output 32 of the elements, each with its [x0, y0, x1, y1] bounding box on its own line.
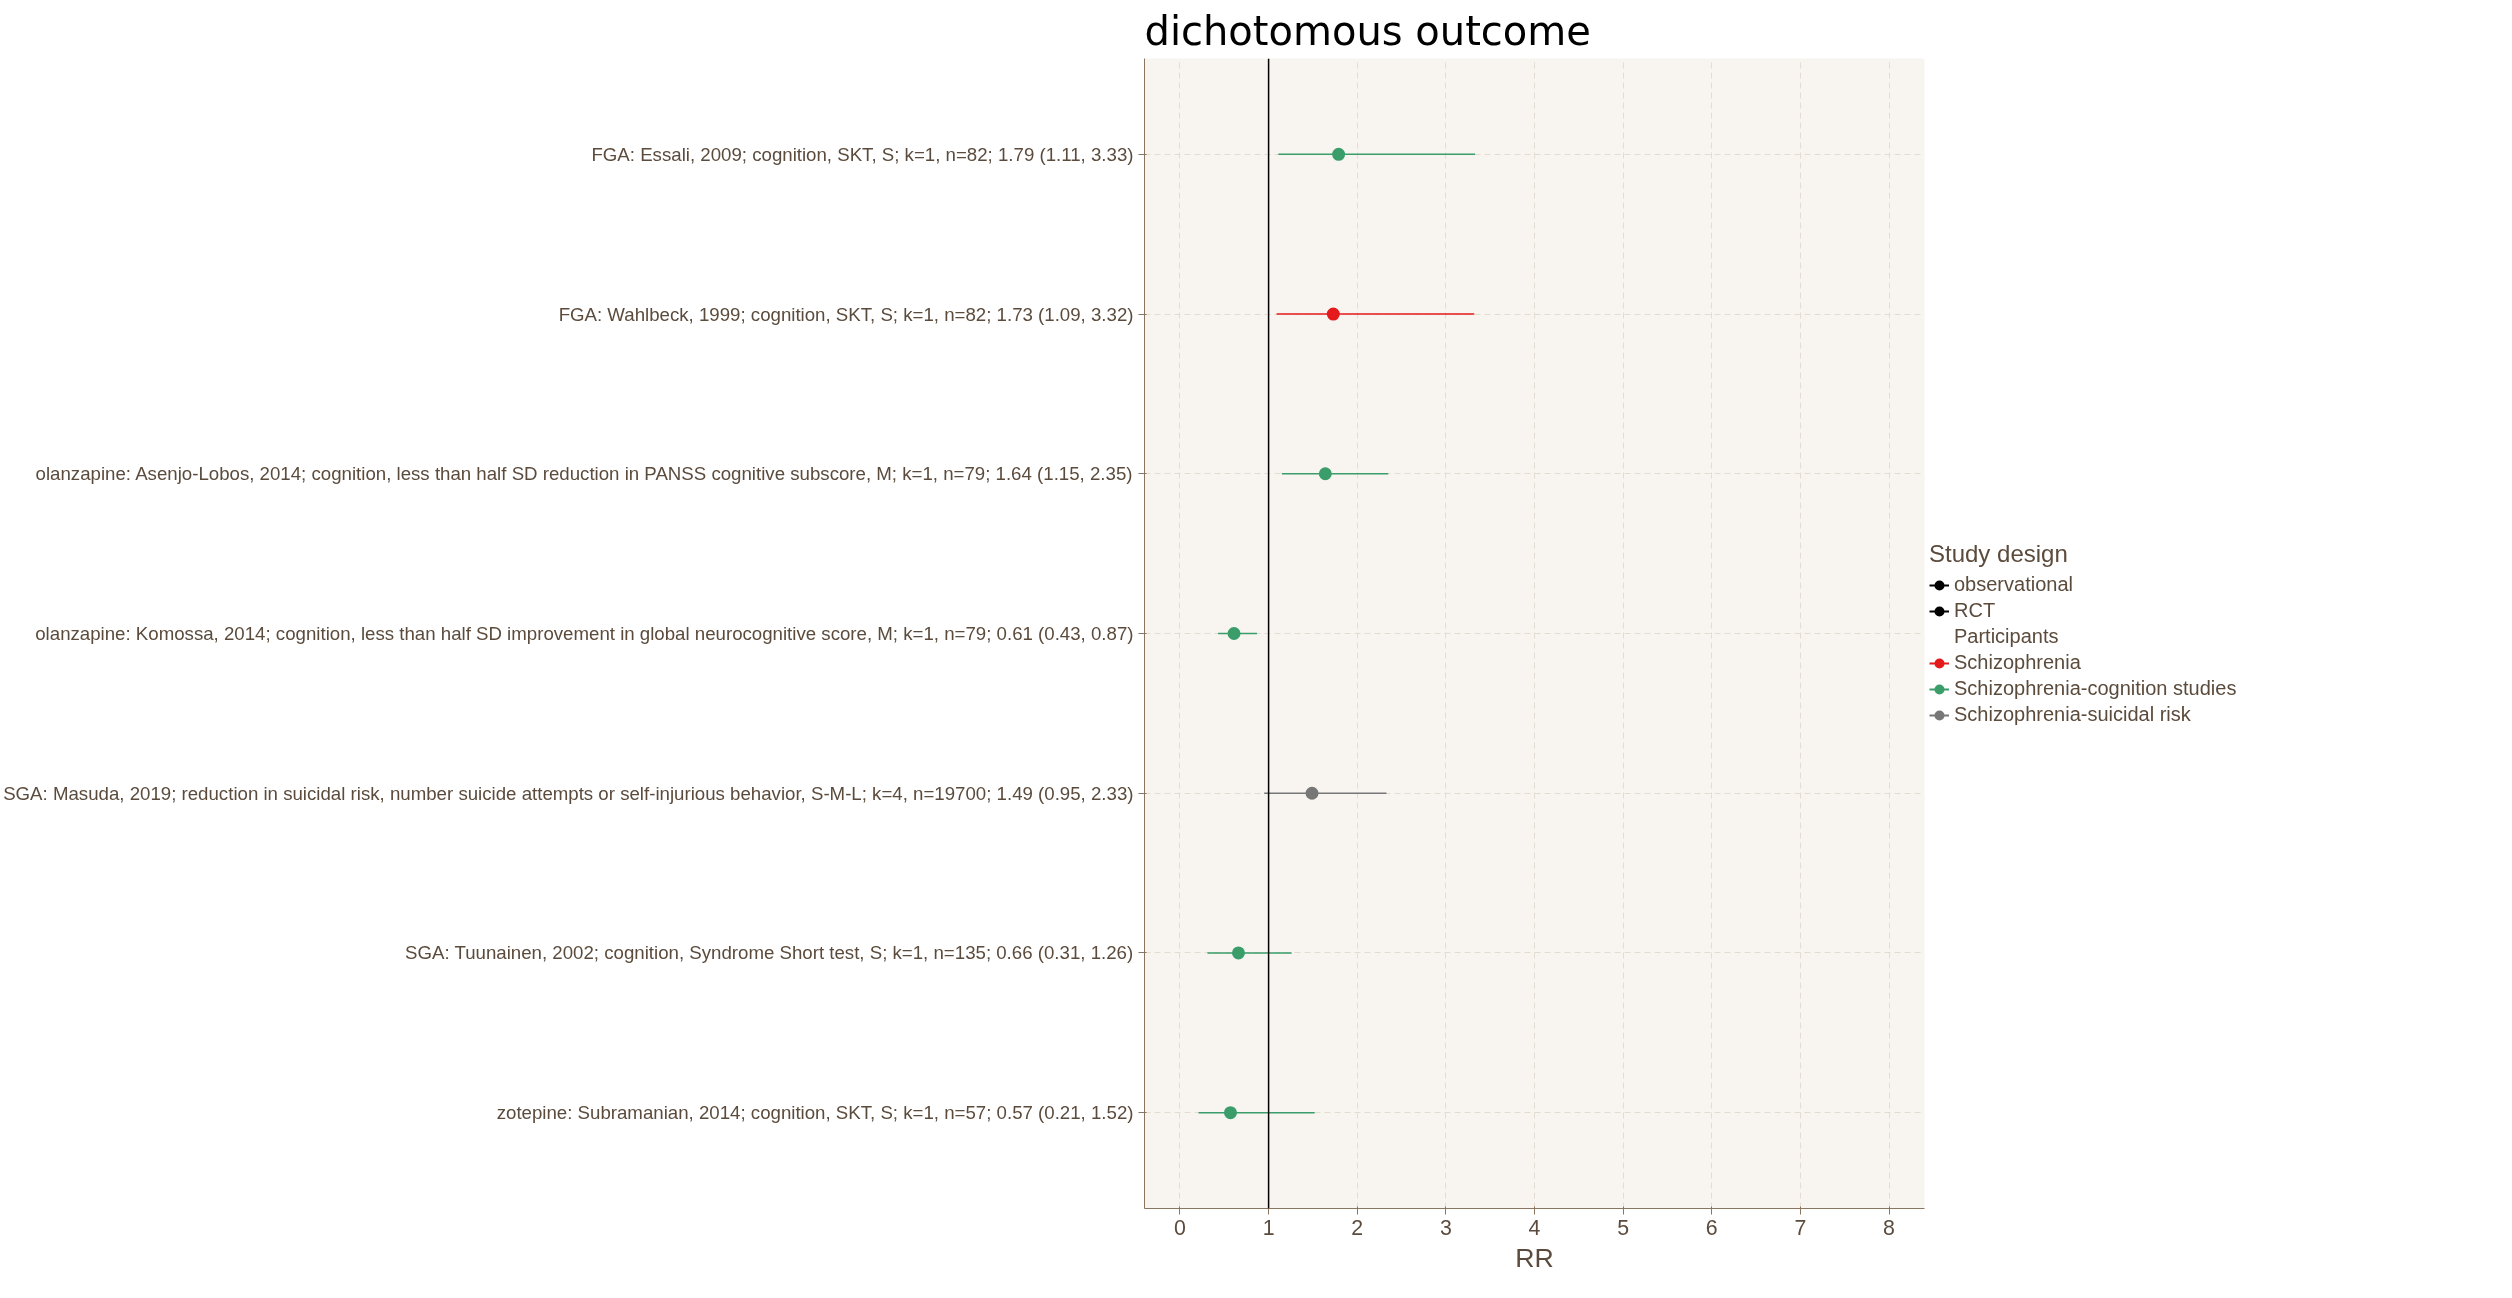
y-tick-label: FGA: Wahlbeck, 1999; cognition, SKT, S; k=1, n=82; 1.73 (1.09, 3.32): [558, 303, 1134, 325]
point: [1227, 627, 1241, 640]
legend-label: Schizophrenia-cognition studies: [1954, 677, 2237, 700]
legend-label: RCT: [1954, 599, 1996, 622]
point: [1305, 786, 1319, 800]
x-tick-label: 0: [1174, 1215, 1187, 1240]
y-tick-label: olanzapine: Komossa, 2014; cognition, less than half SD improvement in global neurocognitive score, M; k=1, n=79; 0.61 (0.43, 0.87): [35, 623, 1134, 644]
x-tick-label: 3: [1439, 1215, 1452, 1240]
point: [1326, 307, 1340, 321]
x-tick-label: 7: [1794, 1215, 1807, 1240]
x-axis-title: RR: [1515, 1242, 1554, 1273]
legend-label: observational: [1954, 573, 2073, 596]
y-tick-label: SGA: Masuda, 2019; reduction in suicidal risk, number suicide attempts or self-injurious behavior, S-M-L; k=4, n=19700; 1.49 (0.95, 2.33): [3, 782, 1134, 804]
x-tick-label: 2: [1351, 1215, 1364, 1240]
x-tick-label: 6: [1705, 1215, 1718, 1240]
legend-label: Schizophrenia-suicidal risk: [1954, 703, 2191, 726]
text: Study design: [1929, 540, 2069, 568]
point: [1318, 467, 1332, 481]
y-tick-label: FGA: Essali, 2009; cognition, SKT, S; k=1, n=82; 1.79 (1.11, 3.33): [591, 143, 1134, 165]
y-tick-label: SGA: Tuunainen, 2002; cognition, Syndrome Short test, S; k=1, n=135; 0.66 (0.31, 1.26): [405, 942, 1134, 964]
y-tick-label: zotepine: Subramanian, 2014; cognition, SKT, S; k=1, n=57; 0.57 (0.21, 1.52): [496, 1102, 1134, 1124]
x-tick-label: 8: [1883, 1215, 1895, 1240]
point: [1231, 946, 1245, 960]
point: [1223, 1106, 1237, 1120]
point: [1332, 147, 1346, 161]
legend-title: Participants: [1954, 625, 2059, 648]
x-tick-label: 5: [1617, 1215, 1630, 1240]
x-tick-label: 4: [1528, 1215, 1541, 1240]
chart-title: dichotomous outcome: [1144, 7, 1591, 54]
x-tick-label: 1: [1262, 1215, 1275, 1240]
legend-label: Schizophrenia: [1954, 651, 2081, 674]
y-tick-label: olanzapine: Asenjo-Lobos, 2014; cognition, less than half SD reduction in PANSS cognitive subscore, M; k=1, n=79; 1.64 (1.15, 2.35): [35, 463, 1133, 485]
